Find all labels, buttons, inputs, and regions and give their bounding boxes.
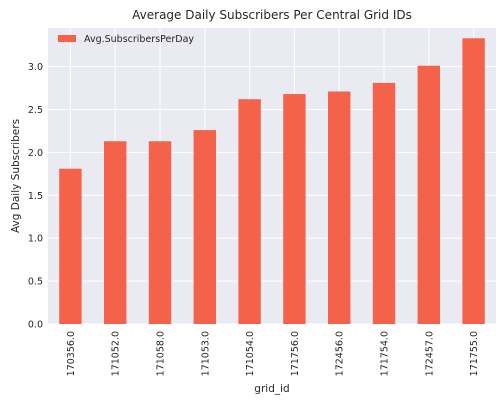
x-tick-label: 171058.0 bbox=[156, 331, 167, 376]
y-axis-label: Avg Daily Subscribers bbox=[10, 119, 22, 233]
legend-label: Avg.SubscribersPerDay bbox=[84, 34, 194, 45]
bar bbox=[193, 130, 216, 324]
x-tick-label: 171755.0 bbox=[469, 331, 480, 376]
x-axis-ticks: 170356.0 171052.0 171058.0 171053.0 171054.0… bbox=[66, 331, 480, 376]
y-tick-label: 1.0 bbox=[28, 234, 43, 245]
y-tick-label: 0.5 bbox=[28, 277, 43, 288]
bar bbox=[283, 94, 306, 324]
bar bbox=[417, 65, 440, 324]
bar bbox=[328, 91, 351, 324]
y-tick-label: 2.5 bbox=[28, 105, 43, 116]
y-tick-label: 3.0 bbox=[28, 62, 43, 73]
bar bbox=[462, 38, 485, 324]
chart-title: Average Daily Subscribers Per Central Gr… bbox=[132, 8, 412, 22]
x-axis-label: grid_id bbox=[254, 383, 289, 395]
bar bbox=[104, 141, 127, 324]
y-axis-ticks: 0.0 0.5 1.0 1.5 2.0 2.5 3.0 bbox=[28, 62, 43, 330]
legend: Avg.SubscribersPerDay bbox=[58, 34, 194, 45]
bar bbox=[238, 99, 261, 324]
x-tick-label: 171053.0 bbox=[200, 331, 211, 376]
bar bbox=[59, 168, 82, 324]
x-tick-label: 171052.0 bbox=[111, 331, 122, 376]
y-tick-label: 0.0 bbox=[28, 320, 43, 331]
x-tick-label: 172457.0 bbox=[424, 331, 435, 376]
x-tick-label: 171756.0 bbox=[290, 331, 301, 376]
y-tick-label: 2.0 bbox=[28, 148, 43, 159]
legend-swatch bbox=[58, 35, 76, 42]
x-tick-label: 171054.0 bbox=[245, 331, 256, 376]
x-tick-label: 171754.0 bbox=[380, 331, 391, 376]
bars bbox=[59, 38, 485, 324]
x-tick-label: 172456.0 bbox=[335, 331, 346, 376]
bar bbox=[148, 141, 172, 324]
bar bbox=[372, 82, 396, 324]
x-tick-label: 170356.0 bbox=[66, 331, 77, 376]
y-tick-label: 1.5 bbox=[28, 191, 43, 202]
